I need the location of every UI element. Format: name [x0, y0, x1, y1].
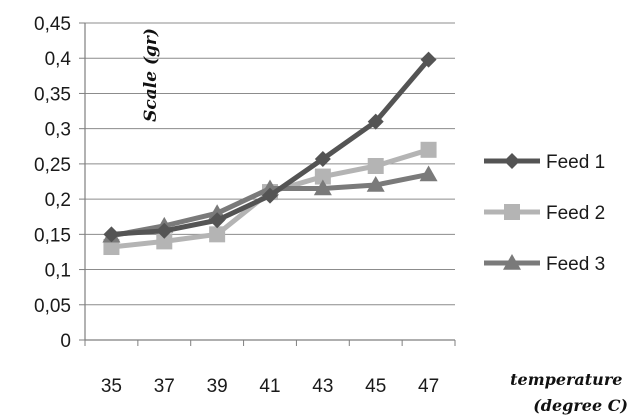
data-point-diamond: [103, 226, 120, 243]
data-point-diamond: [156, 222, 173, 239]
y-tick-label: 0,05: [34, 296, 71, 317]
data-point-triangle: [313, 179, 332, 196]
data-point-diamond: [420, 51, 437, 68]
x-tick-label: 39: [207, 376, 228, 397]
data-point-diamond: [314, 150, 331, 167]
data-point-diamond: [367, 113, 384, 130]
legend-marker-diamond: [504, 153, 520, 169]
x-tick-label: 43: [312, 376, 333, 397]
series-feed-1: [103, 51, 437, 243]
y-tick-label: 0,25: [34, 155, 71, 176]
y-tick-label: 0,4: [45, 49, 72, 70]
x-axis-title: temperature (degree C): [510, 370, 628, 415]
legend: Feed 1 Feed 2 Feed 3: [484, 152, 605, 275]
x-axis-title-line-1: temperature: [510, 370, 622, 389]
x-axis-title-line-2: (degree C): [533, 396, 628, 415]
legend-label: Feed 2: [546, 203, 605, 224]
data-point-square: [156, 233, 173, 250]
y-axis-ticks: 0 0,05 0,1 0,15 0,2 0,25 0,3 0,35 0,4 0,45: [34, 14, 85, 352]
legend-label: Feed 1: [546, 152, 605, 173]
data-point-square: [314, 168, 331, 185]
y-tick-label: 0,15: [34, 225, 71, 246]
data-point-square: [103, 239, 120, 256]
x-tick-label: 37: [154, 376, 175, 397]
y-tick-label: 0: [60, 331, 71, 352]
legend-label: Feed 3: [546, 254, 605, 275]
series-group: [102, 51, 438, 256]
y-tick-label: 0,3: [45, 120, 71, 141]
data-point-square: [209, 226, 226, 243]
legend-marker-square: [504, 204, 520, 220]
data-point-diamond: [209, 212, 226, 229]
data-point-diamond: [262, 187, 278, 204]
data-point-square: [420, 141, 437, 158]
y-tick-label: 0,2: [45, 190, 71, 211]
y-tick-label: 0,1: [45, 261, 71, 282]
legend-item-feed-2: Feed 2: [484, 203, 605, 224]
data-point-triangle: [419, 165, 438, 182]
x-tick-label: 41: [259, 376, 280, 397]
legend-marker-triangle: [503, 254, 521, 270]
legend-item-feed-3: Feed 3: [484, 254, 605, 275]
x-tick-label: 47: [418, 376, 439, 397]
x-tick-label: 35: [101, 376, 122, 397]
data-point-square: [367, 158, 384, 175]
x-axis-ticks: 35 37 39 41 43 45 47: [84, 340, 456, 397]
data-point-triangle: [366, 176, 385, 192]
x-tick-label: 45: [365, 376, 386, 397]
legend-item-feed-1: Feed 1: [484, 152, 605, 173]
y-tick-label: 0,45: [34, 14, 71, 35]
y-axis-title: Scale (gr): [141, 28, 161, 122]
y-tick-label: 0,35: [34, 84, 71, 105]
